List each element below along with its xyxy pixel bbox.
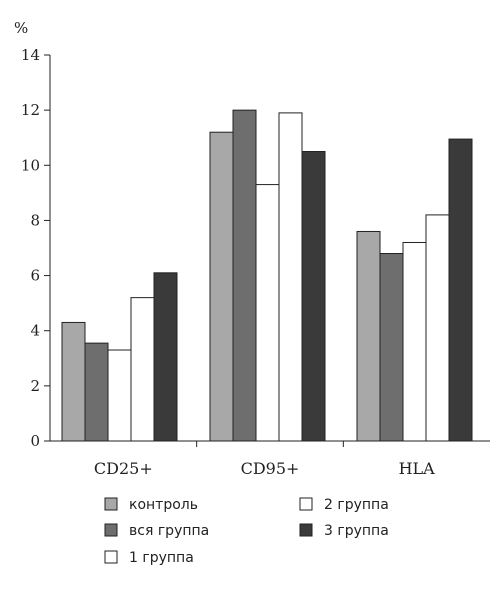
- bar-cd25-series-5: [153, 272, 178, 442]
- bar-cd95-series-5: [301, 151, 326, 442]
- x-category-label: HLA: [399, 459, 436, 478]
- bar-hla-series-1: [356, 230, 381, 442]
- y-axis-unit-label: %: [14, 19, 28, 37]
- y-tick-label: 8: [30, 211, 40, 229]
- bar-cd95-series-3: [255, 184, 280, 442]
- legend-label: 2 группа: [324, 497, 389, 513]
- x-category-label: CD95+: [241, 459, 300, 478]
- legend-swatch: [104, 523, 118, 537]
- bars: [61, 109, 473, 442]
- bar-cd25-series-2: [84, 342, 109, 442]
- bar-cd25-series-4: [130, 297, 155, 442]
- y-tick-label: 10: [21, 156, 40, 174]
- bar-hla-series-3: [402, 241, 427, 442]
- x-category-label: CD25+: [94, 459, 153, 478]
- bar-cd95-series-1: [209, 131, 234, 442]
- y-tick-label: 2: [30, 377, 40, 395]
- legend-swatch: [104, 497, 118, 511]
- bar-cd25-series-3: [107, 349, 132, 442]
- legend-label: вся группа: [129, 523, 209, 539]
- bar-hla-series-2: [379, 253, 404, 442]
- y-tick-label: 0: [30, 432, 40, 450]
- legend: контроль вся группа 1 группа 2 группа 3 груп…: [104, 497, 389, 566]
- y-tick-label: 14: [21, 46, 40, 64]
- y-tick-label: 6: [30, 267, 40, 285]
- tick-labels: 0 2 4 6 8 10 12 14 CD25+ CD95+ HLA: [21, 46, 435, 478]
- bar-cd95-series-4: [278, 112, 303, 442]
- legend-swatch: [104, 550, 118, 564]
- bar-cd95-series-2: [232, 109, 257, 442]
- legend-label: 3 группа: [324, 523, 389, 539]
- y-tick-label: 12: [21, 101, 40, 119]
- legend-swatch: [299, 497, 313, 511]
- y-tick-label: 4: [30, 322, 40, 340]
- bar-cd25-series-1: [61, 321, 86, 442]
- legend-label: 1 группа: [129, 550, 194, 566]
- bar-hla-series-4: [425, 214, 450, 442]
- legend-label: контроль: [129, 497, 198, 513]
- legend-swatch: [299, 523, 313, 537]
- bar-hla-series-5: [448, 138, 473, 442]
